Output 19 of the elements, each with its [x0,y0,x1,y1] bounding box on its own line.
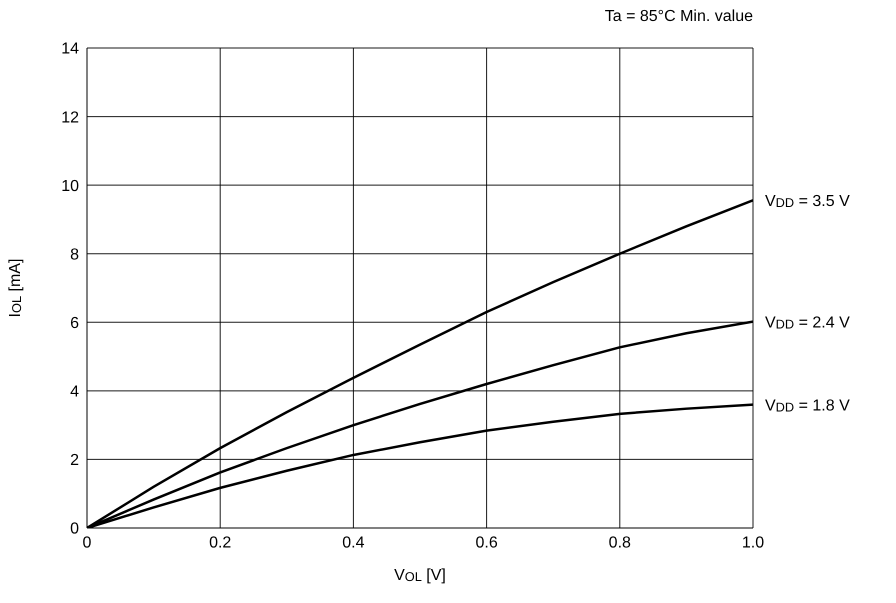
y-tick-label: 14 [61,40,80,58]
y-tick-label: 4 [70,384,80,401]
y-tick-label: 6 [70,314,80,332]
y-tick-label: 8 [70,246,80,264]
y-tick-label: 2 [70,452,80,470]
x-tick-label: 1.0 [742,534,764,552]
y-tick-label: 10 [61,178,80,195]
chart-title: Ta = 85°C Min. value [604,8,753,26]
series-label: V$_{DD}$ = 3.5 V [765,193,850,211]
series-label: V$_{DD}$ = 2.4 V [765,314,850,332]
x-tick-label: 0.2 [209,534,232,552]
y-tick-label: 12 [61,109,80,126]
x-tick-label: 0.8 [608,534,632,552]
series-label: V$_{DD}$ = 1.8 V [765,398,850,415]
x-tick-label: 0 [82,534,92,552]
x-tick-label: 0.6 [475,534,498,552]
x-tick-label: 0.4 [342,534,365,552]
x-axis-title: V$_{OL}$ [V] [394,567,446,584]
y-tick-label: 0 [70,520,80,538]
